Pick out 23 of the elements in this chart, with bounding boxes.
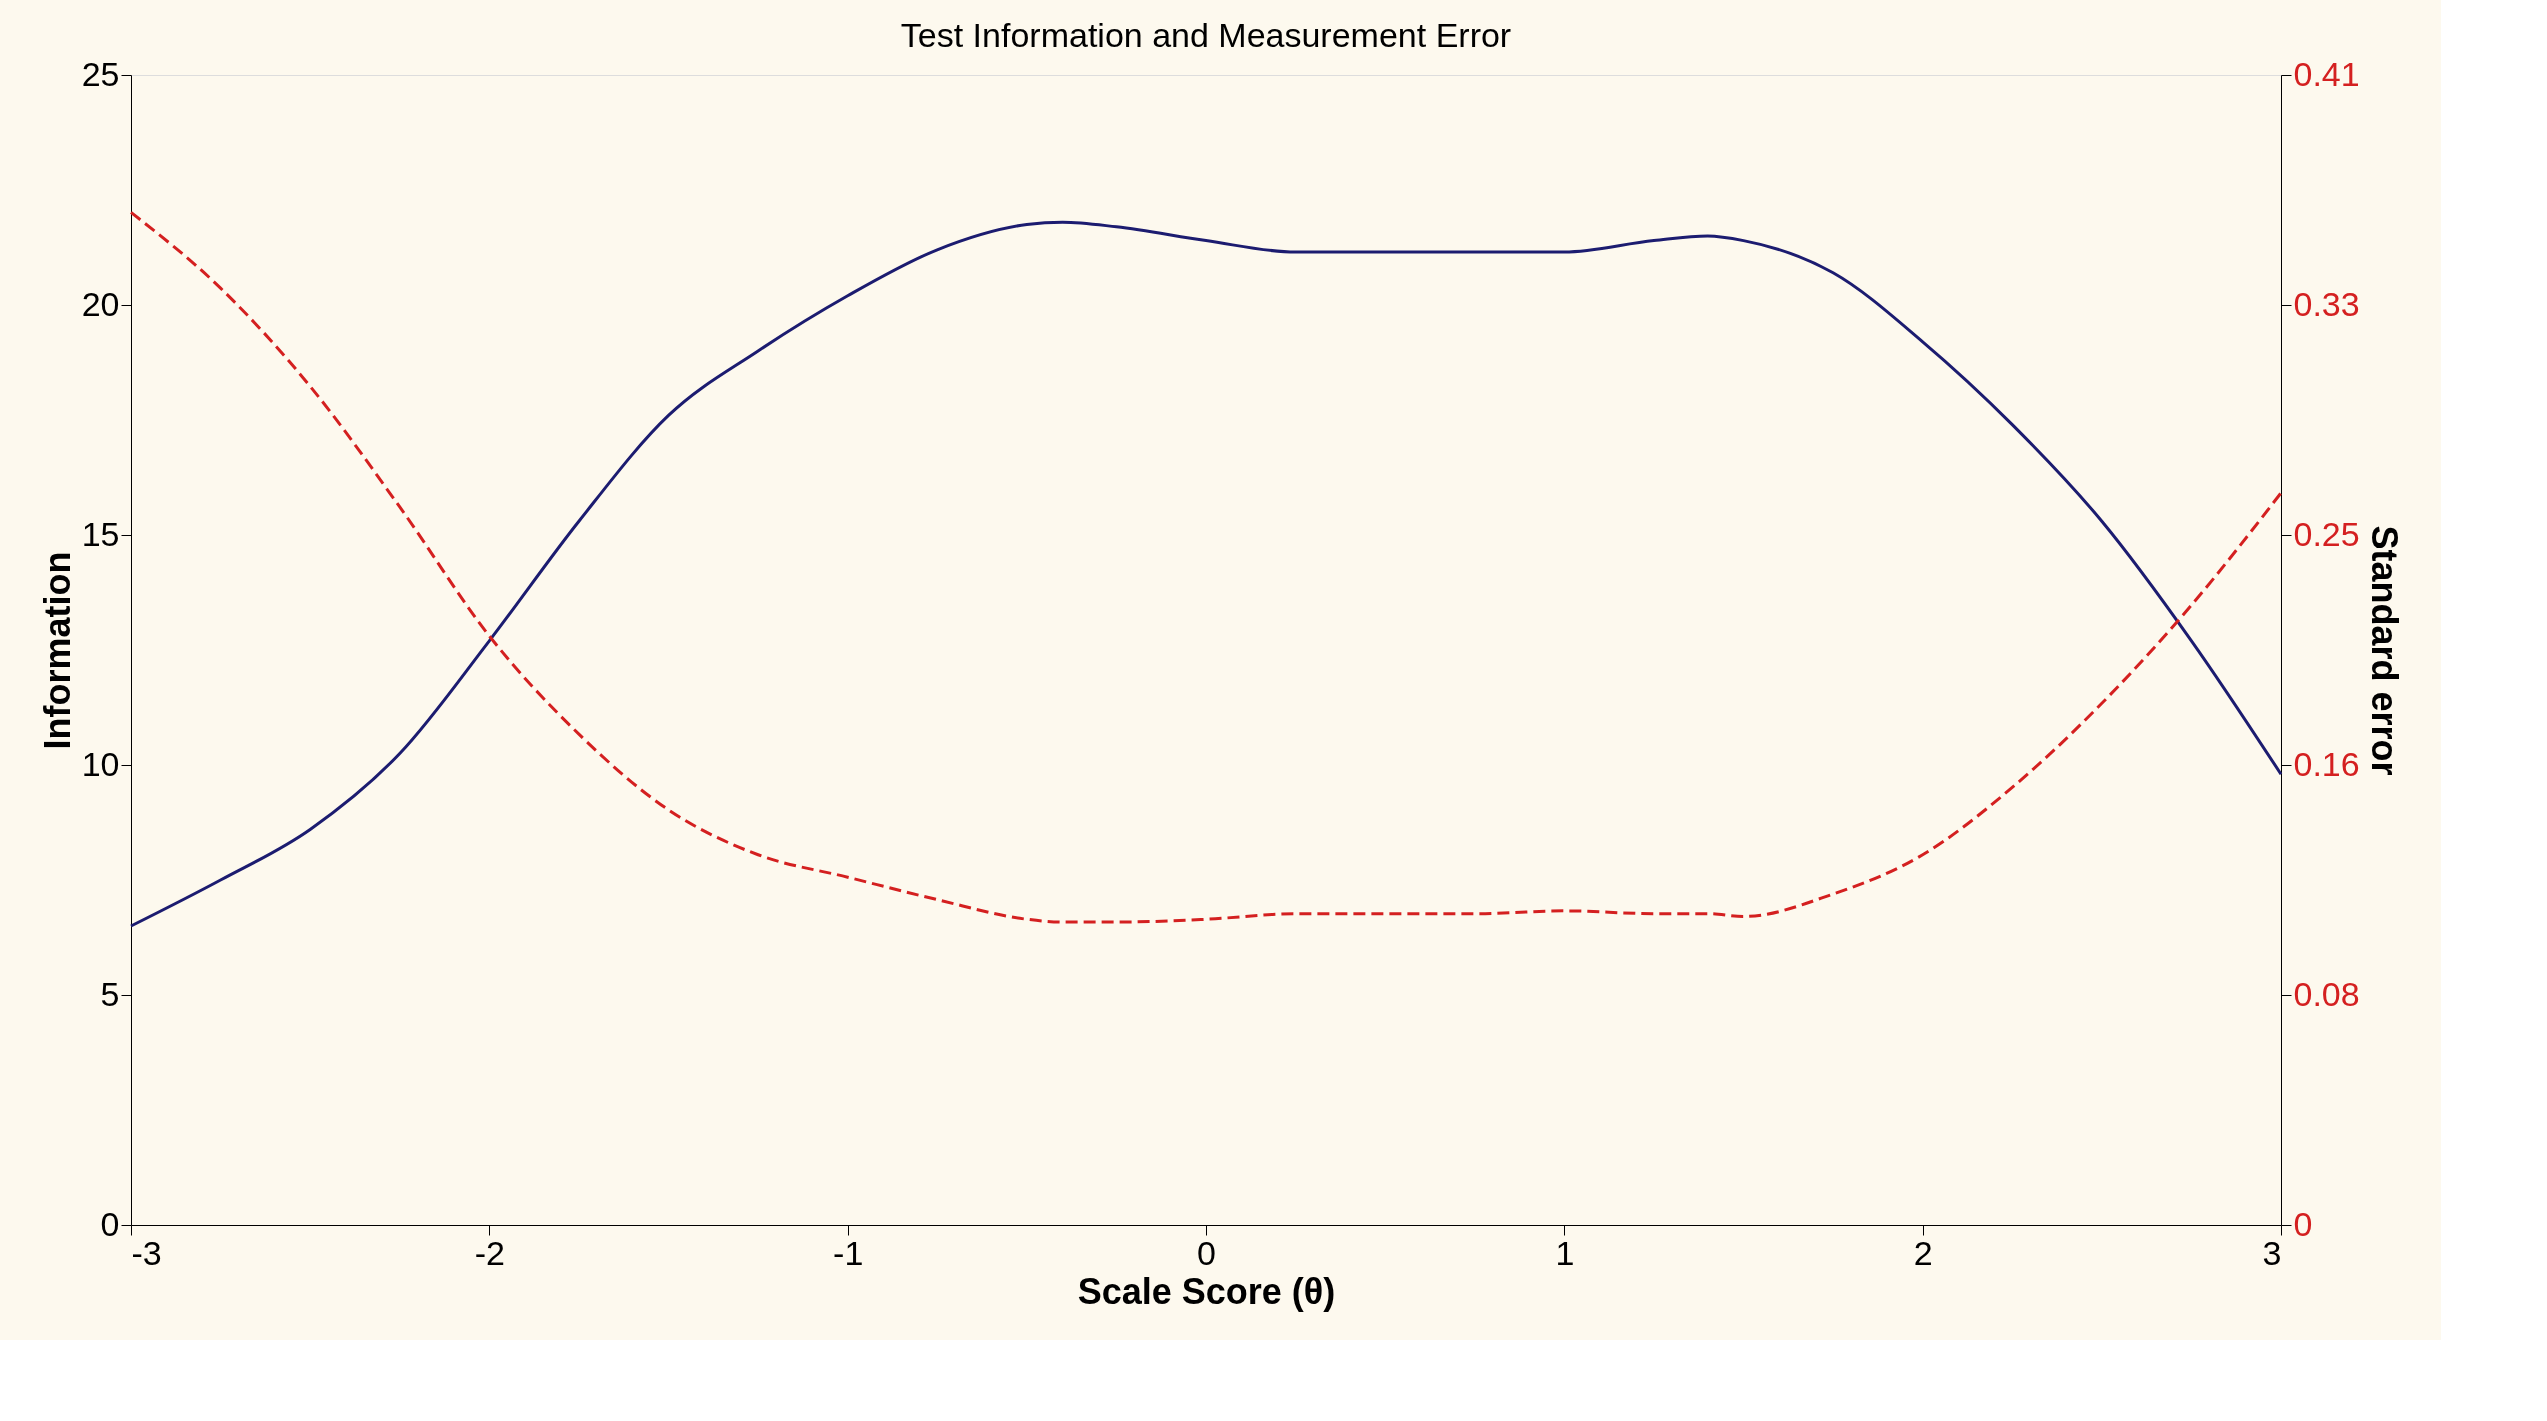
y2-tick-label: 0.08 — [2293, 974, 2360, 1013]
y2-tick-label: 0 — [2293, 1204, 2313, 1243]
x-tick-label: 3 — [2262, 1233, 2282, 1272]
x-tick-label: -2 — [474, 1233, 505, 1272]
y2-tick-label: 0.41 — [2293, 54, 2360, 93]
y-tick-label: 10 — [81, 744, 120, 783]
y-tick-label: 0 — [100, 1204, 120, 1243]
y-tick-label: 15 — [81, 514, 120, 553]
y2-tick-label: 0.25 — [2293, 514, 2360, 553]
x-tick-label: -1 — [833, 1233, 864, 1272]
x-tick-label: 1 — [1555, 1233, 1575, 1272]
x-tick-label: 2 — [1913, 1233, 1933, 1272]
y-tick-label: 5 — [100, 974, 120, 1013]
x-axis-title: Scale Score (θ) — [1077, 1270, 1336, 1312]
y-tick-label: 25 — [81, 54, 120, 93]
y2-tick-label: 0.33 — [2293, 284, 2360, 323]
y2-axis-title: Standard error — [2363, 525, 2405, 776]
y-tick-label: 20 — [81, 284, 120, 323]
y2-tick-label: 0.16 — [2293, 744, 2360, 783]
x-tick-label: -3 — [131, 1233, 162, 1272]
y-axis-title: Information — [36, 551, 78, 750]
x-tick-label: 0 — [1197, 1233, 1216, 1272]
chart-title: Test Information and Measurement Error — [900, 16, 1512, 54]
